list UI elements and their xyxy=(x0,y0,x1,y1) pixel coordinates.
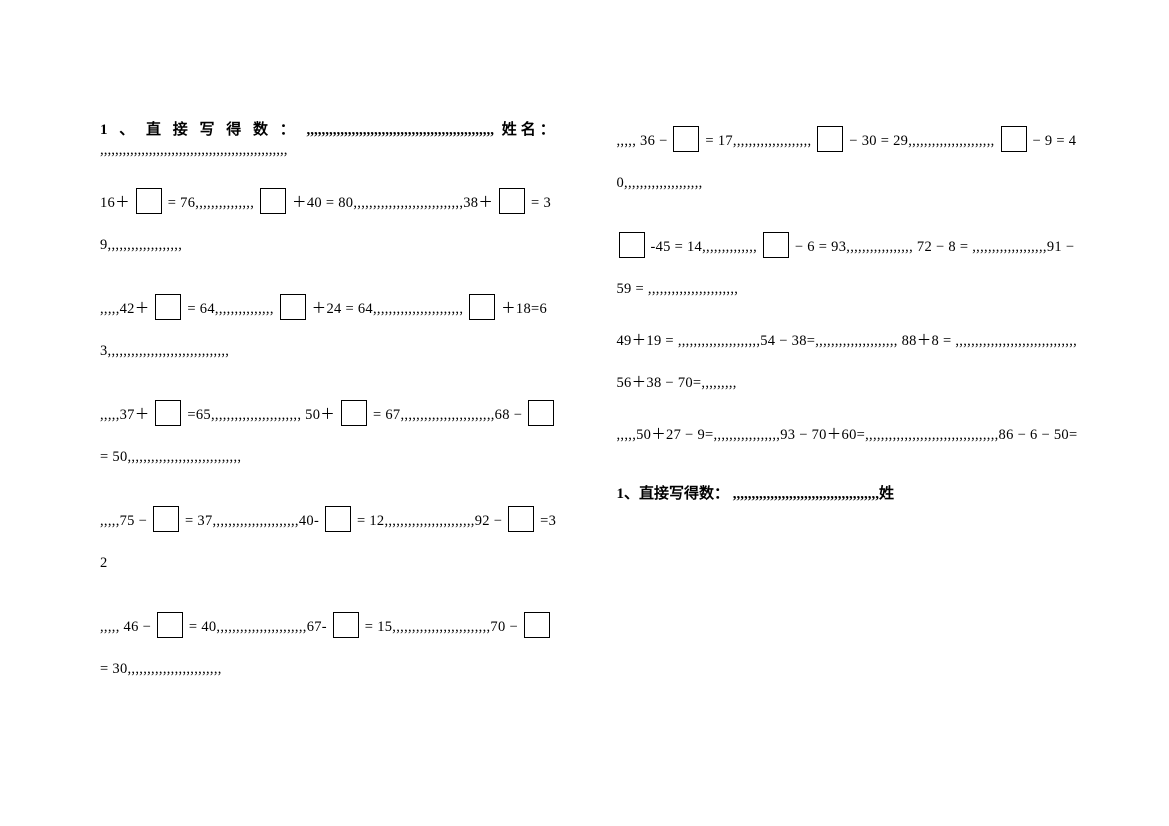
blank-box[interactable] xyxy=(136,188,162,214)
equation-row: ,,,,,42＋ = 64,,,,,,,,,,,,,,, ＋24 = 64,,,… xyxy=(100,288,563,372)
eq-text: ＋24 = 64,,,,,,,,,,,,,,,,,,,,,,, xyxy=(312,301,468,317)
blank-box[interactable] xyxy=(153,506,179,532)
eq-text: = 12,,,,,,,,,,,,,,,,,,,,,,,92 − xyxy=(357,513,506,529)
eq-text: ,,,,, 46 − xyxy=(100,619,155,635)
section-title-2: 1、直接写得数： ,,,,,,,,,,,,,,,,,,,,,,,,,,,,,,,… xyxy=(617,482,1080,503)
eq-text: = 37,,,,,,,,,,,,,,,,,,,,,,40- xyxy=(185,513,323,529)
blank-box[interactable] xyxy=(619,232,645,258)
eq-text: ＋40 = 80,,,,,,,,,,,,,,,,,,,,,,,,,,,,38＋ xyxy=(292,195,493,211)
eq-text: -45 = 14,,,,,,,,,,,,,, xyxy=(650,239,761,255)
eq-text: ,,,,,37＋ xyxy=(100,407,150,423)
eq-text: 49＋19 = ,,,,,,,,,,,,,,,,,,,,,54 − 38=,,,… xyxy=(617,333,1078,391)
blank-box[interactable] xyxy=(763,232,789,258)
equation-row: 16＋ = 76,,,,,,,,,,,,,,, ＋40 = 80,,,,,,,,… xyxy=(100,182,563,266)
eq-text: ,,,,,42＋ xyxy=(100,301,150,317)
blank-box[interactable] xyxy=(469,294,495,320)
page: 1 、 直 接 写 得 数 ： ,,,,,,,,,,,,,,,,,,,,,,,,… xyxy=(0,0,1169,826)
blank-box[interactable] xyxy=(260,188,286,214)
title-text-2: 1、直接写得数： ,,,,,,,,,,,,,,,,,,,,,,,,,,,,,,,… xyxy=(617,486,895,502)
equation-row: -45 = 14,,,,,,,,,,,,,, − 6 = 93,,,,,,,,,… xyxy=(617,226,1080,310)
blank-box[interactable] xyxy=(155,400,181,426)
equation-row: ,,,,,50＋27 − 9=,,,,,,,,,,,,,,,,,93 − 70＋… xyxy=(617,414,1080,456)
title-dots-1: ,,,,,,,,,,,,,,,,,,,,,,,,,,,,,,,,,,,,,,,,… xyxy=(307,122,495,138)
blank-box[interactable] xyxy=(155,294,181,320)
eq-text: = 50,,,,,,,,,,,,,,,,,,,,,,,,,,,,, xyxy=(100,449,241,465)
eq-text: 16＋ xyxy=(100,195,130,211)
blank-box[interactable] xyxy=(333,612,359,638)
eq-text: = 40,,,,,,,,,,,,,,,,,,,,,,,67- xyxy=(189,619,331,635)
equation-row: 49＋19 = ,,,,,,,,,,,,,,,,,,,,,54 − 38=,,,… xyxy=(617,320,1080,404)
section-title-1: 1 、 直 接 写 得 数 ： ,,,,,,,,,,,,,,,,,,,,,,,,… xyxy=(100,120,563,160)
blank-box[interactable] xyxy=(673,126,699,152)
title-text-1: 1 、 直 接 写 得 数 ： xyxy=(100,122,299,138)
eq-text: = 67,,,,,,,,,,,,,,,,,,,,,,,,68 − xyxy=(373,407,526,423)
equation-row: ,,,,, 46 − = 40,,,,,,,,,,,,,,,,,,,,,,,67… xyxy=(100,606,563,690)
two-column-container: 1 、 直 接 写 得 数 ： ,,,,,,,,,,,,,,,,,,,,,,,,… xyxy=(100,120,1079,766)
eq-text: = 15,,,,,,,,,,,,,,,,,,,,,,,,,70 − xyxy=(365,619,522,635)
blank-box[interactable] xyxy=(157,612,183,638)
eq-text: ,,,,,75 − xyxy=(100,513,151,529)
eq-text: = 17,,,,,,,,,,,,,,,,,,,, xyxy=(705,133,815,149)
blank-box[interactable] xyxy=(1001,126,1027,152)
equation-row: ,,,,,75 − = 37,,,,,,,,,,,,,,,,,,,,,,40- … xyxy=(100,500,563,584)
blank-box[interactable] xyxy=(524,612,550,638)
eq-text: = 30,,,,,,,,,,,,,,,,,,,,,,,, xyxy=(100,661,222,677)
blank-box[interactable] xyxy=(280,294,306,320)
blank-box[interactable] xyxy=(325,506,351,532)
eq-text: − 30 = 29,,,,,,,,,,,,,,,,,,,,,, xyxy=(849,133,998,149)
blank-box[interactable] xyxy=(508,506,534,532)
title-name-label: 姓名： xyxy=(502,122,559,138)
blank-box[interactable] xyxy=(499,188,525,214)
equation-row: ,,,,,37＋ =65,,,,,,,,,,,,,,,,,,,,,,, 50＋ … xyxy=(100,394,563,478)
eq-text: ,,,,, 36 − xyxy=(617,133,672,149)
title-name-underline: ,,,,,,,,,,,,,,,,,,,,,,,,,,,,,,,,,,,,,,,,… xyxy=(100,142,288,158)
eq-text: =65,,,,,,,,,,,,,,,,,,,,,,, 50＋ xyxy=(187,407,335,423)
eq-text: ,,,,,50＋27 − 9=,,,,,,,,,,,,,,,,,93 − 70＋… xyxy=(617,427,1078,443)
blank-box[interactable] xyxy=(341,400,367,426)
blank-box[interactable] xyxy=(817,126,843,152)
blank-box[interactable] xyxy=(528,400,554,426)
eq-text: = 64,,,,,,,,,,,,,,, xyxy=(187,301,277,317)
eq-text: = 76,,,,,,,,,,,,,,, xyxy=(168,195,258,211)
equation-row: ,,,,, 36 − = 17,,,,,,,,,,,,,,,,,,,, − 30… xyxy=(617,120,1080,204)
